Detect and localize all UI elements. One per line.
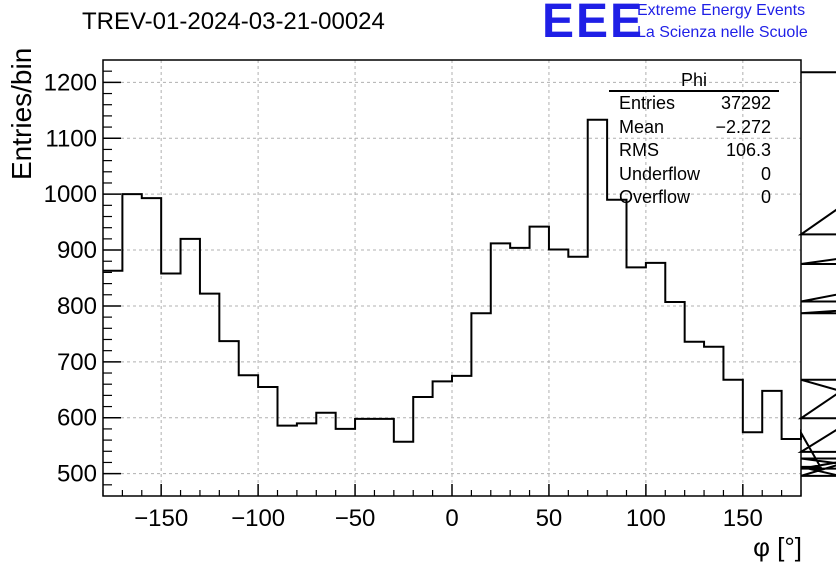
x-tick-label: −50 <box>335 505 376 532</box>
axis-ticks <box>102 70 802 496</box>
stats-value: −2.272 <box>715 116 771 137</box>
y-tick-label: 900 <box>57 237 97 264</box>
stats-box: Phi Entries 37292 Mean −2.272 RMS 106.3 … <box>609 70 779 210</box>
stats-value: 0 <box>760 187 771 207</box>
y-tick-label: 700 <box>57 349 97 376</box>
stats-row-mean: Mean −2.272 <box>609 116 779 140</box>
stats-label: Overflow <box>619 187 691 207</box>
chart-title: TREV-01-2024-03-21-00024 <box>82 8 385 35</box>
y-tick-label: 500 <box>57 461 97 488</box>
logo-line-2: La Scienza nelle Scuole <box>637 24 808 41</box>
y-tick-label: 1000 <box>44 181 97 208</box>
stats-label: Entries <box>619 93 676 113</box>
x-axis-label: φ [°] <box>753 532 802 562</box>
stats-row-underflow: Underflow 0 <box>609 163 779 187</box>
y-tick-label: 1100 <box>45 125 97 152</box>
y-tick-label: 600 <box>57 405 97 432</box>
stats-row-overflow: Overflow 0 <box>609 186 779 210</box>
stats-value: 37292 <box>720 93 771 113</box>
x-tick-label: 150 <box>723 505 763 532</box>
stats-label: Underflow <box>619 163 701 184</box>
stats-label: RMS <box>619 140 659 160</box>
stats-box-title: Phi <box>609 70 779 92</box>
x-tick-label: −150 <box>134 505 188 532</box>
x-tick-label: −100 <box>231 505 285 532</box>
x-tick-label: 0 <box>445 505 458 532</box>
axis-tick-labels: −150 −100 −50 0 50 100 150 500 600 700 800 900 1000 1… <box>44 69 763 532</box>
stats-value: 106.3 <box>725 140 771 160</box>
stats-label: Mean <box>619 116 665 137</box>
y-tick-label: 1200 <box>44 69 97 96</box>
y-tick-label: 800 <box>57 293 97 320</box>
stats-value: 0 <box>760 163 771 184</box>
eee-logo: EEE <box>542 0 645 48</box>
x-tick-label: 100 <box>626 505 666 532</box>
logo-line-1: Extreme Energy Events <box>637 2 806 19</box>
x-tick-label: 50 <box>536 505 563 532</box>
stats-row-rms: RMS 106.3 <box>609 139 779 163</box>
y-axis-label: Entries/bin <box>6 47 37 180</box>
grid-lines <box>103 60 801 496</box>
histogram-line <box>103 71 836 477</box>
stats-row-entries: Entries 37292 <box>609 92 779 116</box>
